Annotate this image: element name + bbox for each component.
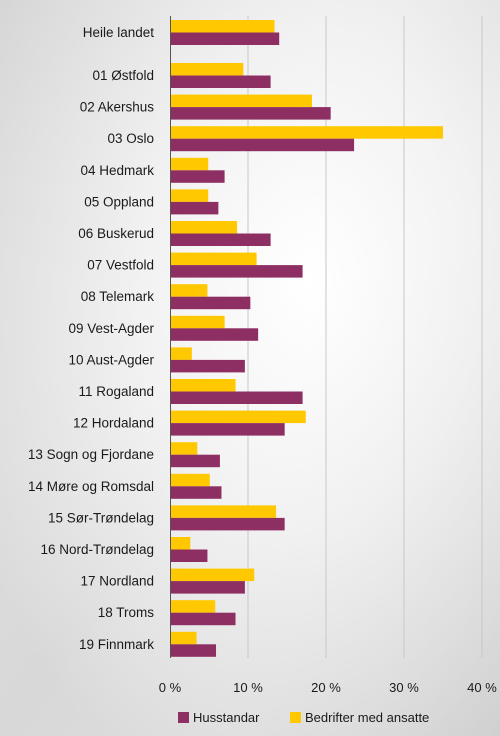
bar bbox=[170, 423, 285, 436]
bar bbox=[170, 138, 355, 152]
bar bbox=[170, 170, 225, 183]
bar bbox=[170, 505, 277, 518]
bar bbox=[170, 75, 271, 88]
category-label: 04 Hedmark bbox=[80, 163, 154, 178]
bar bbox=[170, 644, 217, 657]
bar bbox=[170, 94, 312, 108]
bar bbox=[170, 473, 210, 487]
category-label: 03 Oslo bbox=[107, 131, 154, 146]
bar bbox=[170, 63, 244, 76]
category-label: 06 Buskerud bbox=[78, 226, 154, 241]
bar bbox=[170, 379, 236, 392]
category-label: 12 Hordaland bbox=[73, 416, 154, 431]
category-label: 02 Akershus bbox=[80, 100, 155, 115]
bar bbox=[170, 126, 443, 139]
bar bbox=[170, 631, 197, 645]
x-tick-label: 0 % bbox=[159, 680, 182, 695]
category-label: 09 Vest-Agder bbox=[68, 321, 154, 336]
category-label: 10 Aust-Agder bbox=[68, 352, 154, 367]
bar bbox=[170, 517, 285, 531]
x-tick-label: 10 % bbox=[233, 680, 263, 695]
bar bbox=[170, 568, 255, 582]
category-label: 07 Vestfold bbox=[87, 258, 154, 273]
bar bbox=[170, 454, 220, 468]
bar bbox=[170, 284, 208, 297]
bar bbox=[170, 359, 245, 373]
bar bbox=[170, 391, 303, 404]
bar bbox=[170, 189, 209, 202]
bar bbox=[170, 265, 303, 278]
bar bbox=[170, 201, 219, 215]
x-tick-label: 30 % bbox=[389, 680, 419, 695]
bar bbox=[170, 612, 236, 626]
bar bbox=[170, 20, 275, 33]
bar bbox=[170, 107, 331, 120]
x-tick-label: 40 % bbox=[467, 680, 497, 695]
bar bbox=[170, 600, 216, 613]
bar bbox=[170, 157, 209, 171]
category-label: 08 Telemark bbox=[81, 289, 155, 304]
bar bbox=[170, 252, 257, 266]
category-label: 14 Møre og Romsdal bbox=[28, 479, 154, 494]
category-label: Heile landet bbox=[83, 25, 155, 40]
bar bbox=[170, 549, 208, 562]
category-label: 16 Nord-Trøndelag bbox=[40, 542, 154, 557]
bar bbox=[170, 32, 280, 45]
category-label: 05 Oppland bbox=[84, 194, 154, 209]
bar bbox=[170, 581, 245, 594]
bar bbox=[170, 328, 259, 341]
legend-swatch bbox=[178, 712, 189, 723]
bar bbox=[170, 221, 238, 234]
bar bbox=[170, 347, 192, 360]
bar bbox=[170, 233, 271, 246]
x-tick-label: 20 % bbox=[311, 680, 341, 695]
bar bbox=[170, 296, 251, 310]
bar bbox=[170, 315, 225, 329]
bar bbox=[170, 486, 222, 499]
legend-label: Husstandar bbox=[193, 710, 260, 725]
legend-swatch bbox=[290, 712, 301, 723]
category-label: 01 Østfold bbox=[92, 68, 154, 83]
category-label: 17 Nordland bbox=[80, 574, 154, 589]
legend-label: Bedrifter med ansatte bbox=[305, 710, 429, 725]
category-label: 13 Sogn og Fjordane bbox=[28, 447, 154, 462]
category-label: 11 Rogaland bbox=[78, 384, 154, 399]
category-label: 15 Sør-Trøndelag bbox=[48, 510, 154, 525]
bar bbox=[170, 442, 198, 455]
bar bbox=[170, 537, 191, 550]
category-label: 18 Troms bbox=[98, 605, 155, 620]
category-label: 19 Finnmark bbox=[79, 637, 154, 652]
bar bbox=[170, 410, 306, 424]
